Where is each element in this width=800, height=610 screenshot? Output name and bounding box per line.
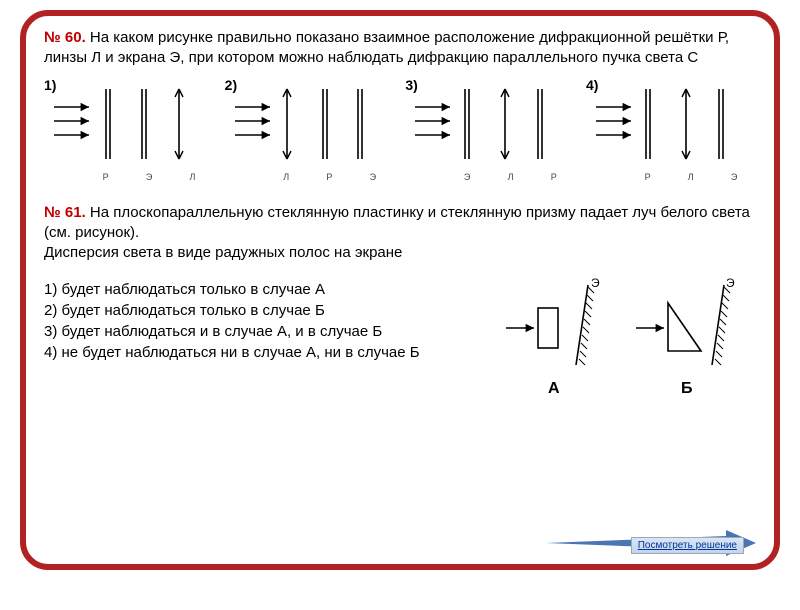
q60-num: № 60. (44, 29, 86, 46)
q60-opt4: 4) (586, 77, 598, 93)
card-frame: № 60. На каком рисунке правильно показан… (20, 10, 780, 570)
q60-diagram-1: 1) Р Э Л (44, 79, 214, 189)
q61-ans1: 1) будет наблюдаться только в случае А (44, 279, 496, 300)
case-a-label: А (548, 380, 560, 397)
show-solution-button[interactable]: Посмотреть решение (631, 537, 744, 554)
q61-ans2: 2) будет наблюдаться только в случае Б (44, 300, 496, 321)
q61-ans3: 3) будет наблюдаться и в случае А, и в с… (44, 321, 496, 342)
diag1-svg (44, 79, 214, 174)
q60-opt3: 3) (405, 77, 417, 93)
screen-label-a: Э (591, 276, 600, 290)
q61-body2: Дисперсия света в виде радужных полос на… (44, 244, 402, 261)
diag2-labels: Л Р Э (225, 172, 395, 182)
q61-answers: 1) будет наблюдаться только в случае А 2… (44, 279, 496, 363)
q60-opt2: 2) (225, 77, 237, 93)
q60-diagram-4: 4) Р Л Э (586, 79, 756, 189)
diag1-labels: Р Э Л (44, 172, 214, 182)
diag3-labels: Э Л Р (405, 172, 575, 182)
q60-opt1: 1) (44, 77, 56, 93)
q60-body: На каком рисунке правильно показано взаи… (44, 29, 729, 66)
q61-ans4: 4) не будет наблюдаться ни в случае А, н… (44, 342, 496, 363)
q60-diagram-3: 3) Э Л Р (405, 79, 575, 189)
diag4-svg (586, 79, 756, 174)
diag4-labels: Р Л Э (586, 172, 756, 182)
q61-text: № 61. На плоскопараллельную стеклянную п… (44, 203, 756, 264)
q61-num: № 61. (44, 204, 86, 221)
q60-diagram-2: 2) Л Р Э (225, 79, 395, 189)
q61-svg: Э А Э (496, 273, 756, 413)
q60-diagrams: 1) Р Э Л (44, 79, 756, 189)
q61-row: 1) будет наблюдаться только в случае А 2… (44, 273, 756, 413)
diag2-svg (225, 79, 395, 174)
case-b-label: Б (681, 380, 693, 397)
q60-text: № 60. На каком рисунке правильно показан… (44, 28, 756, 69)
q61-body: На плоскопараллельную стеклянную пластин… (44, 204, 750, 241)
diag3-svg (405, 79, 575, 174)
screen-label-b: Э (726, 276, 735, 290)
